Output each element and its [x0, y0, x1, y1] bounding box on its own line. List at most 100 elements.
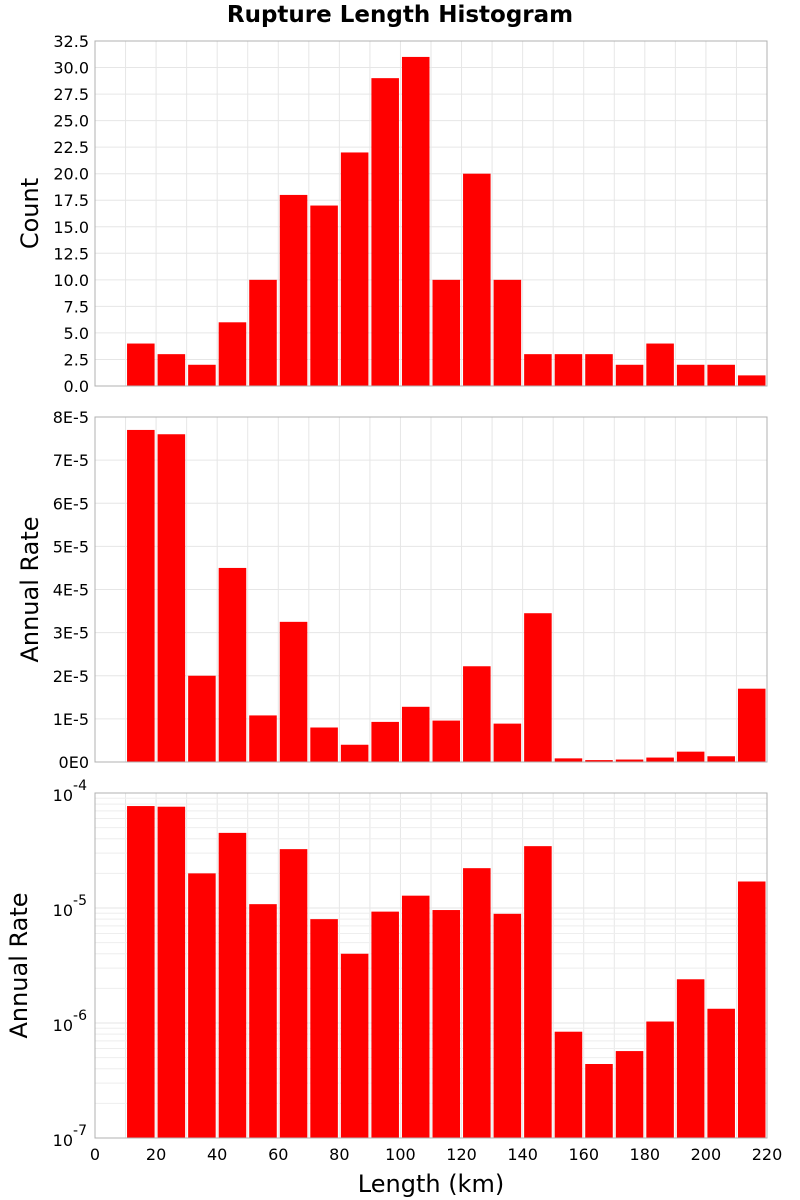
bar [585, 1064, 613, 1138]
x-tick-label: 20 [146, 1145, 166, 1164]
y-tick-label: 15.0 [53, 218, 89, 237]
bar [554, 1031, 583, 1138]
bar [401, 56, 430, 387]
bar [676, 364, 705, 386]
bar [432, 279, 461, 386]
bar [524, 354, 552, 386]
bar [218, 832, 247, 1138]
y-tick-label: 30.0 [53, 59, 89, 78]
y-tick-label: 2E-5 [53, 667, 89, 686]
x-tick-label: 40 [207, 1145, 227, 1164]
bar [279, 621, 308, 762]
bar [737, 881, 766, 1138]
bar [279, 849, 308, 1138]
bar [676, 979, 705, 1138]
y-tick-label: 10-5 [53, 893, 87, 920]
bar [463, 868, 491, 1138]
bar [188, 873, 216, 1138]
y-axis-label: Count [16, 178, 44, 249]
bar [707, 1008, 735, 1138]
x-tick-label: 80 [329, 1145, 349, 1164]
bar [554, 354, 583, 386]
bar [371, 78, 399, 387]
bar [554, 758, 583, 762]
bar [127, 429, 155, 762]
panel-rate-linear: 0E0 1E-5 2E-5 3E-5 4E-5 5E-5 6E-5 7E-5 8E-5 Annua… [16, 408, 768, 772]
bar [371, 911, 399, 1138]
x-tick-label: 140 [507, 1145, 538, 1164]
bar [340, 152, 369, 386]
y-tick-label: 20.0 [53, 165, 89, 184]
bar [340, 744, 369, 762]
y-tick-label: 32.5 [53, 32, 89, 51]
bar [218, 322, 247, 386]
bar [493, 279, 522, 386]
y-tick-label: 12.5 [53, 244, 89, 263]
bar [279, 194, 308, 386]
y-tick-label: 0.0 [64, 377, 89, 396]
bar [157, 434, 186, 762]
bar [188, 364, 216, 386]
y-tick-label: 27.5 [53, 85, 89, 104]
y-axis-label: Annual Rate [16, 516, 44, 662]
bar [371, 721, 399, 762]
x-tick-label: 200 [691, 1145, 722, 1164]
bar [493, 913, 522, 1138]
bar [310, 205, 338, 386]
bar [524, 846, 552, 1138]
plot-frame [94, 416, 768, 763]
x-tick-label: 220 [752, 1145, 783, 1164]
bar [646, 1021, 674, 1138]
y-tick-label: 3E-5 [53, 624, 89, 643]
bar [615, 364, 644, 386]
bar [310, 727, 338, 762]
bar [401, 895, 430, 1138]
bar [249, 279, 277, 386]
y-tick-label: 10-7 [53, 1123, 87, 1150]
y-tick-label: 1E-5 [53, 710, 89, 729]
y-tick-label: 17.5 [53, 191, 89, 210]
x-tick-label: 0 [90, 1145, 100, 1164]
y-tick-label: 0E0 [59, 753, 89, 772]
y-tick-label: 4E-5 [53, 581, 89, 600]
bar [646, 757, 674, 762]
y-tick-label: 22.5 [53, 138, 89, 157]
x-tick-label: 120 [446, 1145, 477, 1164]
bar [646, 343, 674, 386]
bar [463, 666, 491, 762]
panel-rate-log: 10-4 10-5 10-6 10-7 Annual Rate 0 20 40 60 80 100 1… [5, 778, 782, 1198]
bar [615, 1051, 644, 1138]
bar [524, 613, 552, 762]
y-tick-label: 7E-5 [53, 451, 89, 470]
y-tick-label: 25.0 [53, 112, 89, 131]
bar [707, 756, 735, 762]
bar [707, 364, 735, 386]
y-tick-label: 2.5 [64, 350, 89, 369]
y-tick-label: 5.0 [64, 324, 89, 343]
y-tick-label: 10-4 [53, 778, 87, 805]
chart-title: Rupture Length Histogram [226, 2, 574, 28]
panel-count: 0.0 2.5 5.0 7.5 10.0 12.5 15.0 17.5 20.0 22.5 25.0… [16, 32, 768, 396]
x-tick-label: 160 [568, 1145, 599, 1164]
x-tick-label: 100 [385, 1145, 416, 1164]
x-axis-label: Length (km) [358, 1170, 504, 1198]
bar [157, 354, 186, 386]
y-tick-label: 7.5 [64, 297, 89, 316]
y-tick-label: 8E-5 [53, 408, 89, 427]
y-tick-label: 5E-5 [53, 537, 89, 556]
bar [157, 806, 186, 1138]
y-axis-label: Annual Rate [5, 892, 33, 1038]
y-tick-label: 6E-5 [53, 494, 89, 513]
bar [493, 723, 522, 762]
bar [340, 953, 369, 1138]
x-tick-label: 180 [630, 1145, 661, 1164]
bar [218, 567, 247, 762]
bar [249, 904, 277, 1138]
bar [737, 688, 766, 762]
bar [615, 759, 644, 762]
bar [737, 375, 766, 386]
bar [401, 706, 430, 762]
bar [249, 715, 277, 762]
